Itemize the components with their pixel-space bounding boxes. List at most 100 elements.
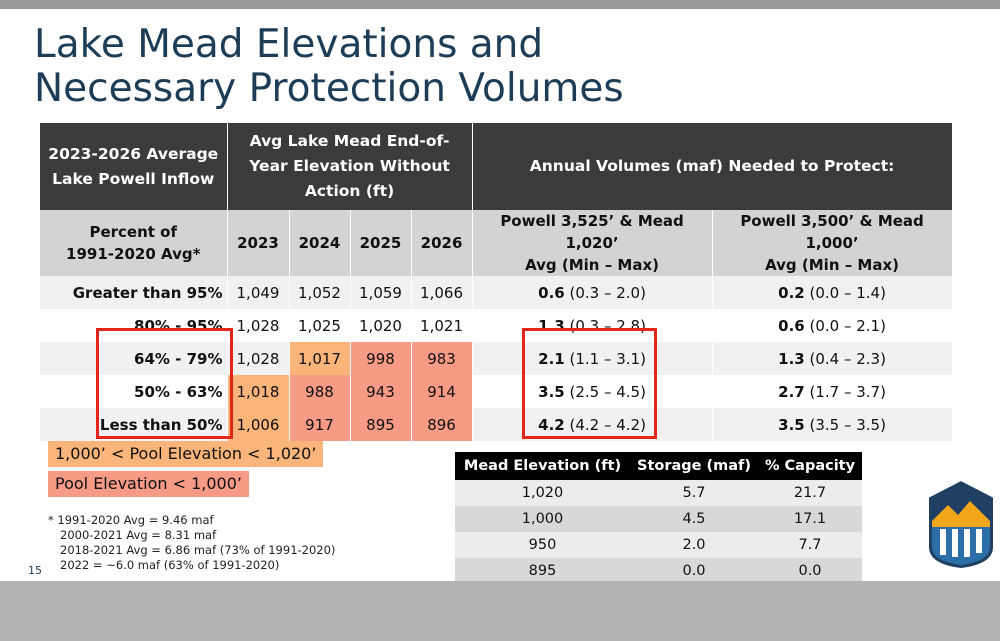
storage-cell: 21.7 bbox=[758, 480, 862, 506]
elevation-cell: 988 bbox=[289, 375, 351, 408]
volume-cell-a: 2.1 (1.1 – 3.1) bbox=[472, 342, 713, 375]
elevation-cell: 943 bbox=[350, 375, 412, 408]
elevation-cell: 1,020 bbox=[350, 309, 412, 342]
storage-cell: 0.0 bbox=[758, 558, 862, 581]
row-label: Less than 50% bbox=[40, 408, 228, 441]
volume-cell-a: 4.2 (4.2 – 4.2) bbox=[472, 408, 713, 441]
volume-range: (3.5 – 3.5) bbox=[809, 415, 886, 434]
volume-range: (0.3 – 2.0) bbox=[569, 283, 646, 302]
volume-range: (2.5 – 4.5) bbox=[569, 382, 646, 401]
legend-salmon: Pool Elevation < 1,000’ bbox=[48, 471, 249, 497]
elevation-cell: 1,025 bbox=[289, 309, 351, 342]
volume-avg: 2.7 bbox=[778, 382, 805, 401]
storage-header: % Capacity bbox=[758, 452, 862, 480]
table-row: 50% - 63% 1,018 988 943 914 3.5 (2.5 – 4… bbox=[40, 375, 953, 408]
subheader-powell-3525-line2: Avg (Min – Max) bbox=[525, 256, 660, 274]
volume-cell-b: 3.5 (3.5 – 3.5) bbox=[712, 408, 953, 441]
storage-header: Mead Elevation (ft) bbox=[455, 452, 630, 480]
year-header: 2024 bbox=[289, 210, 351, 276]
viewer-bottom-bar bbox=[0, 581, 1000, 641]
subheader-powell-3500: Powell 3,500’ & Mead 1,000’ Avg (Min – M… bbox=[712, 210, 953, 276]
volume-avg: 0.2 bbox=[778, 283, 805, 302]
storage-row: 895 0.0 0.0 bbox=[455, 558, 862, 581]
volume-cell-a: 0.6 (0.3 – 2.0) bbox=[472, 276, 713, 309]
volume-range: (4.2 – 4.2) bbox=[569, 415, 646, 434]
volume-range: (0.0 – 1.4) bbox=[809, 283, 886, 302]
storage-cell: 17.1 bbox=[758, 506, 862, 532]
elevation-cell: 1,017 bbox=[289, 342, 351, 375]
volume-range: (0.0 – 2.1) bbox=[809, 316, 886, 335]
volume-range: (1.7 – 3.7) bbox=[809, 382, 886, 401]
elevation-cell: 1,006 bbox=[227, 408, 290, 441]
elevation-cell: 914 bbox=[411, 375, 473, 408]
elevation-cell: 1,018 bbox=[227, 375, 290, 408]
subheader-powell-3525: Powell 3,525’ & Mead 1,020’ Avg (Min – M… bbox=[472, 210, 713, 276]
highlight-box-row-labels bbox=[96, 328, 233, 439]
table-row: 80% - 95% 1,028 1,025 1,020 1,021 1.3 (0… bbox=[40, 309, 953, 342]
footnote: 2018-2021 Avg = 6.86 maf (73% of 1991-20… bbox=[60, 543, 336, 557]
volume-cell-a: 1.3 (0.3 – 2.8) bbox=[472, 309, 713, 342]
elevation-cell: 1,052 bbox=[289, 276, 351, 309]
storage-row: 1,000 4.5 17.1 bbox=[455, 506, 862, 532]
volume-avg: 0.6 bbox=[778, 316, 805, 335]
title-line-2: Necessary Protection Volumes bbox=[34, 66, 624, 111]
table-row: Less than 50% 1,006 917 895 896 4.2 (4.2… bbox=[40, 408, 953, 441]
volume-avg: 3.5 bbox=[538, 382, 565, 401]
storage-cell: 5.7 bbox=[630, 480, 758, 506]
header-inflow: 2023-2026 Average Lake Powell Inflow bbox=[40, 123, 228, 210]
elevation-cell: 1,059 bbox=[350, 276, 412, 309]
volume-avg: 0.6 bbox=[538, 283, 565, 302]
subheader-percent-line1: Percent of bbox=[89, 223, 178, 241]
storage-cell: 7.7 bbox=[758, 532, 862, 558]
storage-row: 1,020 5.7 21.7 bbox=[455, 480, 862, 506]
elevation-cell: 896 bbox=[411, 408, 473, 441]
volume-range: (1.1 – 3.1) bbox=[569, 349, 646, 368]
elevation-cell: 1,021 bbox=[411, 309, 473, 342]
storage-cell: 950 bbox=[455, 532, 630, 558]
storage-cell: 1,000 bbox=[455, 506, 630, 532]
slide: Lake Mead Elevations and Necessary Prote… bbox=[0, 9, 1000, 581]
legend-orange: 1,000’ < Pool Elevation < 1,020’ bbox=[48, 441, 324, 467]
storage-row: 950 2.0 7.7 bbox=[455, 532, 862, 558]
table-row: Greater than 95% 1,049 1,052 1,059 1,066… bbox=[40, 276, 953, 309]
header-elevation: Avg Lake Mead End-of-Year Elevation With… bbox=[227, 123, 473, 210]
footnotes: * 1991-2020 Avg = 9.46 maf 2000-2021 Avg… bbox=[48, 513, 335, 573]
storage-table: Mead Elevation (ft) Storage (maf) % Capa… bbox=[455, 452, 862, 581]
row-label: 50% - 63% bbox=[40, 375, 228, 408]
volume-cell-a: 3.5 (2.5 – 4.5) bbox=[472, 375, 713, 408]
volume-avg: 3.5 bbox=[778, 415, 805, 434]
elevation-cell: 1,066 bbox=[411, 276, 473, 309]
slide-title: Lake Mead Elevations and Necessary Prote… bbox=[34, 23, 794, 111]
elevation-cell: 1,049 bbox=[227, 276, 290, 309]
storage-cell: 895 bbox=[455, 558, 630, 581]
header-volumes: Annual Volumes (maf) Needed to Protect: bbox=[472, 123, 953, 210]
highlight-box-volumes bbox=[522, 328, 657, 439]
subheader-percent-line2: 1991-2020 Avg* bbox=[66, 245, 201, 263]
row-label: Greater than 95% bbox=[40, 276, 228, 309]
volume-avg: 4.2 bbox=[538, 415, 565, 434]
subheader-percent: Percent of 1991-2020 Avg* bbox=[40, 210, 228, 276]
table-row: 64% - 79% 1,028 1,017 998 983 2.1 (1.1 –… bbox=[40, 342, 953, 375]
storage-cell: 4.5 bbox=[630, 506, 758, 532]
bureau-of-reclamation-logo-icon bbox=[927, 478, 995, 571]
volume-range: (0.4 – 2.3) bbox=[809, 349, 886, 368]
elevation-cell: 895 bbox=[350, 408, 412, 441]
volume-cell-b: 0.2 (0.0 – 1.4) bbox=[712, 276, 953, 309]
row-label: 80% - 95% bbox=[40, 309, 228, 342]
elevation-cell: 983 bbox=[411, 342, 473, 375]
year-header: 2023 bbox=[227, 210, 290, 276]
subheader-powell-3500-line2: Avg (Min – Max) bbox=[765, 256, 900, 274]
subheader-powell-3525-line1: Powell 3,525’ & Mead 1,020’ bbox=[500, 212, 684, 252]
storage-cell: 2.0 bbox=[630, 532, 758, 558]
row-label: 64% - 79% bbox=[40, 342, 228, 375]
subheader-powell-3500-line1: Powell 3,500’ & Mead 1,000’ bbox=[740, 212, 924, 252]
elevation-cell: 1,028 bbox=[227, 309, 290, 342]
elevation-cell: 917 bbox=[289, 408, 351, 441]
footnote: * 1991-2020 Avg = 9.46 maf bbox=[48, 513, 214, 527]
storage-header: Storage (maf) bbox=[630, 452, 758, 480]
viewer-top-bar bbox=[0, 0, 1000, 9]
page-number: 15 bbox=[28, 564, 42, 577]
year-header: 2026 bbox=[411, 210, 473, 276]
volume-avg: 1.3 bbox=[778, 349, 805, 368]
volume-cell-b: 0.6 (0.0 – 2.1) bbox=[712, 309, 953, 342]
